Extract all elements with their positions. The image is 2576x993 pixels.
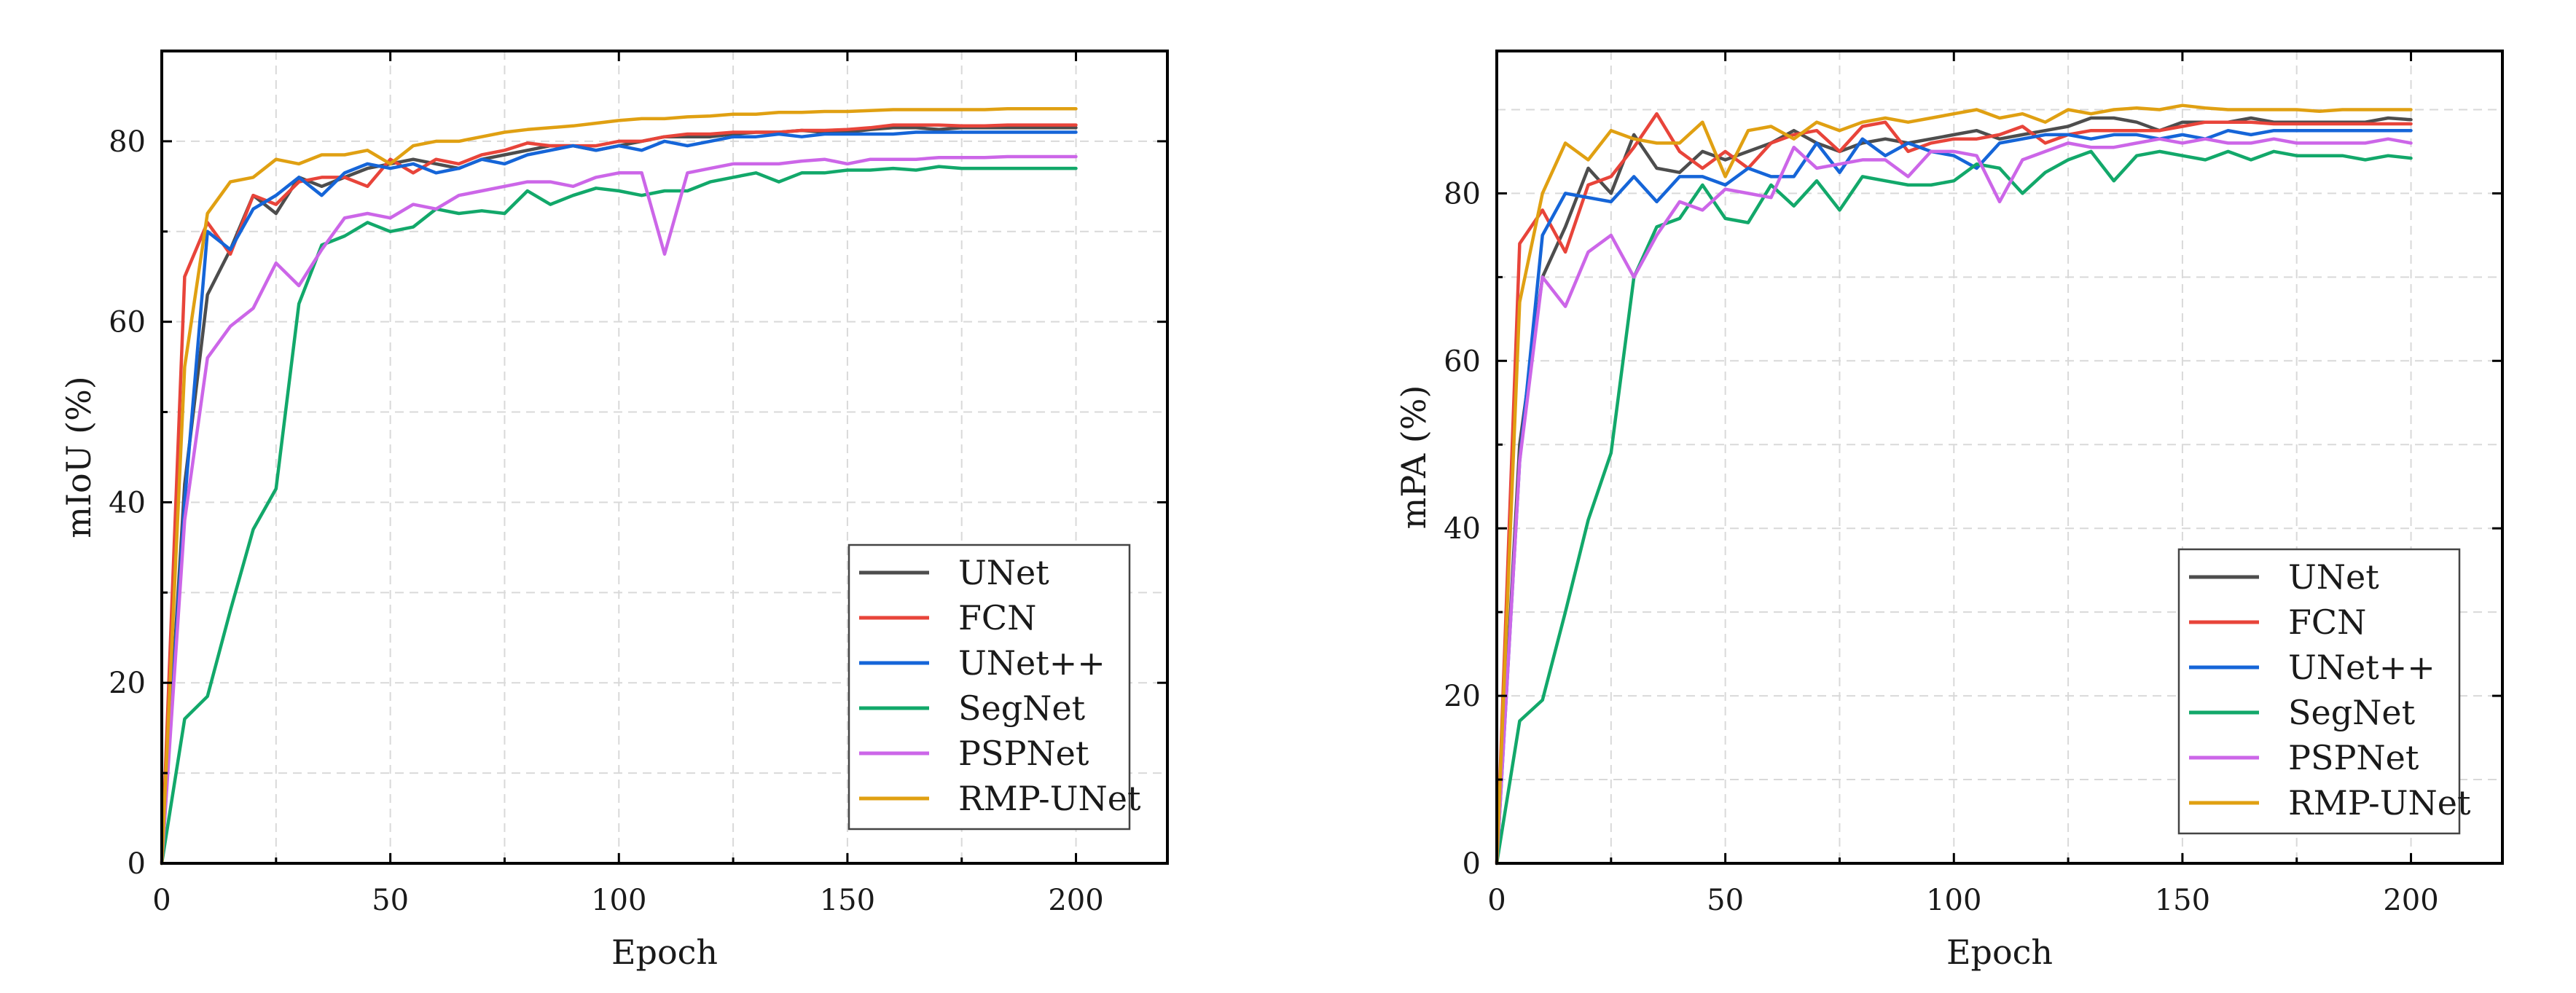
chart2-x-axis-label: Epoch (1946, 933, 2053, 972)
chart2-series-rmp-unet (1495, 103, 2413, 866)
chart1-y-tick-label: 80 (109, 125, 146, 159)
chart1-x-tick-label: 100 (591, 884, 646, 917)
chart1-legend-box (847, 543, 1131, 831)
chart2-legend-label: SegNet (2288, 693, 2416, 732)
chart1-legend-label: SegNet (958, 688, 1086, 728)
chart1-series-unetplusplus (160, 130, 1078, 866)
chart2-x-tick-label: 50 (1707, 884, 1744, 917)
chart1-legend-label: PSPNet (958, 734, 1089, 773)
chart1: 0 50 100 150 200 0 20 40 60 80 Epoch mIoU (%) UNet FC… (59, 50, 1169, 972)
chart2-x-tick-label: 150 (2155, 884, 2210, 917)
chart2-plot-frame (1495, 50, 2504, 865)
chart2-legend-label: PSPNet (2288, 738, 2419, 777)
chart1-series-fcn (160, 123, 1078, 866)
chart2-legend-label: UNet (2288, 557, 2379, 597)
chart1-y-tick-label: 20 (109, 667, 146, 700)
chart1-legend: UNet FCN UNet++ SegNet PSPNet RMP-UNet (847, 543, 1141, 831)
chart2-legend-box (2177, 548, 2461, 835)
chart1-plot-frame (160, 50, 1169, 865)
chart2-legend-label: FCN (2288, 603, 2366, 642)
chart2-legend: UNet FCN UNet++ SegNet PSPNet RMP-UNet (2177, 548, 2471, 835)
chart2-legend-label: UNet++ (2288, 648, 2435, 687)
chart2-series-fcn (1495, 111, 2413, 866)
chart1-y-tick-label: 60 (109, 306, 146, 339)
chart1-series-pspnet (160, 154, 1078, 866)
chart1-y-tick-label: 0 (128, 847, 146, 881)
chart1-y-tick-label: 40 (109, 486, 146, 519)
chart2-x-tick-label: 200 (2383, 884, 2438, 917)
chart2-y-tick-label: 0 (1463, 847, 1481, 881)
chart2-y-tick-label: 20 (1444, 680, 1481, 713)
chart1-legend-label: UNet++ (958, 643, 1105, 683)
chart2-series-unetplusplus (1495, 128, 2413, 866)
chart2-y-tick-label: 40 (1444, 512, 1481, 546)
chart1-x-tick-label: 200 (1048, 884, 1103, 917)
chart2-series-segnet (1495, 149, 2413, 866)
chart1-legend-label: FCN (958, 598, 1036, 637)
chart2-y-tick-label: 80 (1444, 177, 1481, 211)
chart2-legend-label: RMP-UNet (2288, 783, 2471, 823)
chart2-series-unet (1495, 116, 2413, 866)
chart1-x-tick-label: 150 (820, 884, 875, 917)
chart1-y-axis-label: mIoU (%) (59, 376, 98, 538)
chart2-x-tick-label: 100 (1926, 884, 1981, 917)
chart1-x-tick-label: 50 (372, 884, 409, 917)
chart1-x-tick-label: 0 (152, 884, 171, 917)
chart1-x-axis-label: Epoch (611, 933, 718, 972)
chart2-y-tick-label: 60 (1444, 345, 1481, 378)
chart2-x-tick-label: 0 (1487, 884, 1506, 917)
chart2-series-pspnet (1495, 137, 2413, 866)
chart1-legend-label: RMP-UNet (958, 779, 1141, 818)
chart2: 0 50 100 150 200 0 20 40 60 80 Epoch mPA (%) UNet FCN… (1394, 50, 2504, 972)
chart2-y-axis-label: mPA (%) (1394, 385, 1433, 530)
chart1-series-rmp-unet (160, 107, 1078, 866)
chart1-legend-label: UNet (958, 553, 1049, 592)
